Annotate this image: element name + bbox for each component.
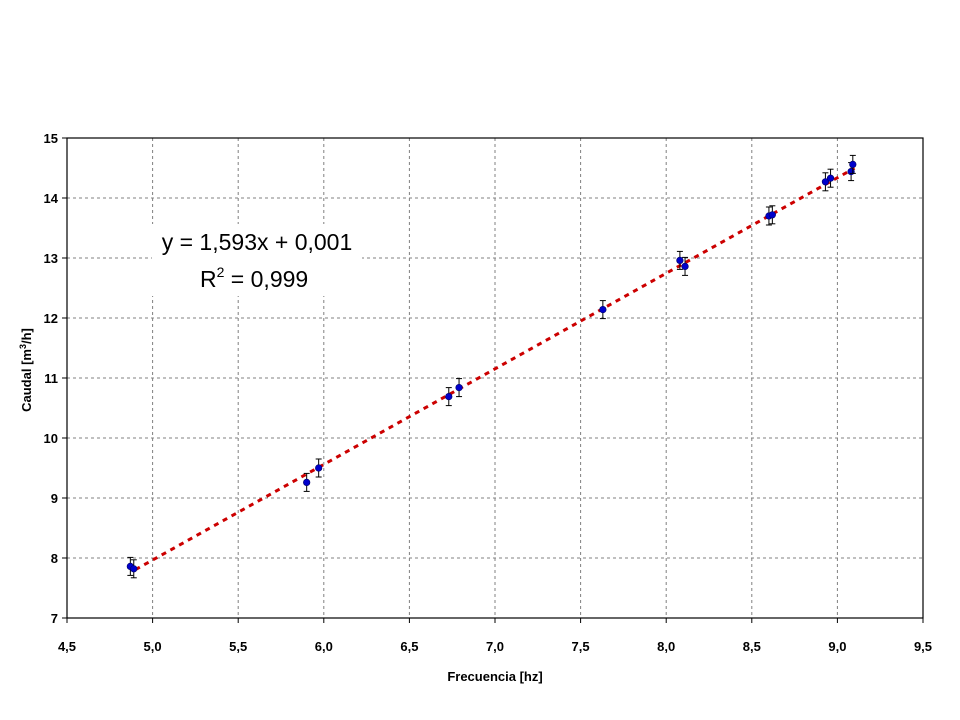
x-tick-label: 4,5 bbox=[58, 639, 76, 654]
y-tick-label: 15 bbox=[44, 131, 58, 146]
data-point bbox=[849, 154, 857, 174]
x-tick-label: 5,5 bbox=[229, 639, 247, 654]
data-point bbox=[315, 458, 323, 478]
point-marker bbox=[849, 160, 857, 168]
y-tick-label: 14 bbox=[44, 191, 59, 206]
data-point bbox=[681, 256, 689, 276]
equation-annotation: y = 1,593x + 0,001 R2 = 0,999 bbox=[152, 224, 362, 296]
data-point bbox=[768, 205, 776, 225]
x-tick-label: 7,0 bbox=[486, 639, 504, 654]
x-tick-label: 8,0 bbox=[657, 639, 675, 654]
data-point bbox=[455, 378, 463, 398]
x-tick-label: 6,0 bbox=[315, 639, 333, 654]
y-axis-title: Caudal [m3/h] bbox=[18, 328, 34, 412]
x-axis-title: Frecuencia [hz] bbox=[447, 669, 542, 684]
data-point bbox=[445, 387, 453, 407]
x-tick-label: 8,5 bbox=[743, 639, 761, 654]
y-axis-ticks: 7 8 9 10 11 12 13 14 15 bbox=[44, 131, 67, 626]
y-tick-label: 9 bbox=[51, 491, 58, 506]
point-marker bbox=[768, 211, 776, 219]
equation-text: y = 1,593x + 0,001 bbox=[162, 229, 353, 255]
point-marker bbox=[847, 168, 855, 176]
x-axis-ticks: 4,5 5,0 5,5 6,0 6,5 7,0 7,5 8,0 8,5 9,0 9,5 bbox=[58, 618, 932, 654]
y-tick-label: 11 bbox=[44, 371, 58, 386]
y-tick-label: 13 bbox=[44, 251, 58, 266]
x-tick-label: 9,0 bbox=[828, 639, 846, 654]
data-point bbox=[599, 300, 607, 320]
data-points bbox=[126, 154, 857, 579]
x-tick-label: 9,5 bbox=[914, 639, 932, 654]
grid-lines bbox=[67, 138, 923, 618]
data-point bbox=[826, 168, 835, 188]
r-squared-text: R2 = 0,999 bbox=[200, 264, 308, 292]
trendline bbox=[134, 166, 856, 571]
y-tick-label: 7 bbox=[51, 611, 58, 626]
y-tick-label: 8 bbox=[51, 551, 58, 566]
point-marker bbox=[315, 464, 323, 472]
point-marker bbox=[130, 565, 138, 573]
point-marker bbox=[676, 256, 684, 265]
point-marker bbox=[826, 174, 835, 182]
data-point bbox=[821, 172, 830, 192]
point-marker bbox=[303, 478, 311, 487]
data-point bbox=[676, 250, 684, 270]
data-point bbox=[303, 472, 311, 492]
point-marker bbox=[681, 262, 689, 271]
y-tick-label: 10 bbox=[44, 431, 58, 446]
data-point bbox=[130, 559, 138, 579]
point-marker bbox=[455, 384, 463, 392]
point-marker bbox=[599, 306, 607, 314]
annotation-box bbox=[152, 224, 362, 296]
point-marker bbox=[821, 178, 830, 186]
x-tick-label: 6,5 bbox=[400, 639, 418, 654]
point-marker bbox=[445, 393, 453, 401]
x-tick-label: 7,5 bbox=[572, 639, 590, 654]
y-tick-label: 12 bbox=[44, 311, 58, 326]
x-tick-label: 5,0 bbox=[144, 639, 162, 654]
